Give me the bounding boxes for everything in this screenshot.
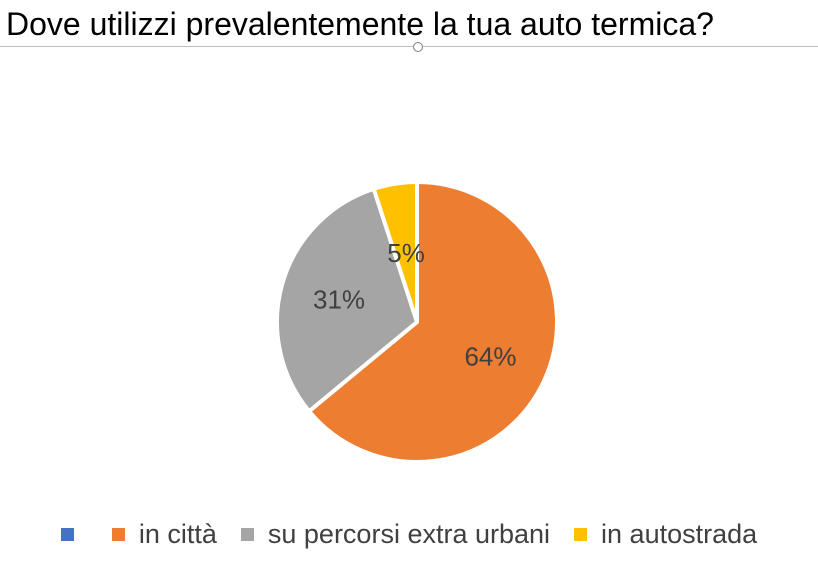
legend-label: in autostrada: [601, 518, 758, 549]
slice-data-label: 64%: [464, 342, 516, 372]
legend-item-extra-urbani: su percorsi extra urbani: [240, 518, 551, 550]
legend-label: in città: [138, 518, 217, 549]
legend-item-autostrada: in autostrada: [574, 519, 757, 550]
legend-swatch: [111, 527, 125, 541]
pie-slice: [371, 180, 419, 324]
legend-swatch: [574, 527, 588, 541]
pie-slice: [275, 186, 419, 414]
legend-item-blank: [60, 527, 88, 541]
slice-data-label: 5%: [387, 238, 425, 268]
legend-swatch: [240, 527, 254, 541]
title-underline: [0, 46, 818, 47]
legend-label: su percorsi extra urbani: [267, 518, 551, 549]
pie-slice: [307, 180, 559, 464]
legend-swatch: [60, 527, 74, 541]
legend-item-citta: in città: [111, 518, 217, 550]
slice-data-label: 31%: [313, 284, 365, 314]
chart-title: Dove utilizzi prevalentemente la tua aut…: [6, 6, 714, 42]
resize-handle[interactable]: [413, 42, 423, 52]
chart-legend: in città su percorsi extra urbani in aut…: [0, 512, 818, 556]
